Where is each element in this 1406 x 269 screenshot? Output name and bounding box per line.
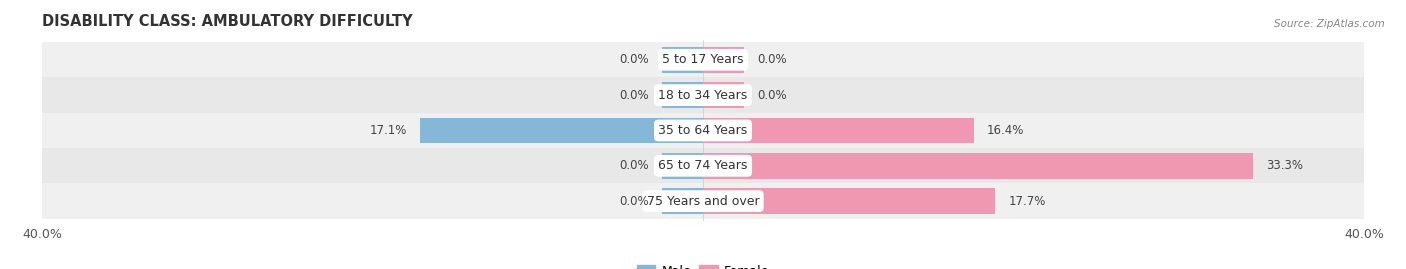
Text: 5 to 17 Years: 5 to 17 Years [662,53,744,66]
Bar [703,47,744,73]
Bar [42,183,1364,219]
Text: 0.0%: 0.0% [758,89,787,102]
Bar [42,113,1364,148]
Text: 0.0%: 0.0% [758,53,787,66]
Text: 0.0%: 0.0% [619,195,648,208]
Text: 17.1%: 17.1% [370,124,408,137]
Text: 0.0%: 0.0% [619,89,648,102]
Bar [420,118,703,143]
Legend: Male, Female: Male, Female [631,260,775,269]
Text: 18 to 34 Years: 18 to 34 Years [658,89,748,102]
Bar [703,118,974,143]
Text: Source: ZipAtlas.com: Source: ZipAtlas.com [1274,19,1385,29]
Bar [703,153,1253,179]
Text: 0.0%: 0.0% [619,53,648,66]
Bar [42,42,1364,77]
Text: 35 to 64 Years: 35 to 64 Years [658,124,748,137]
Bar [662,153,703,179]
Bar [662,47,703,73]
Bar [662,188,703,214]
Text: DISABILITY CLASS: AMBULATORY DIFFICULTY: DISABILITY CLASS: AMBULATORY DIFFICULTY [42,15,413,30]
Text: 33.3%: 33.3% [1267,159,1303,172]
Text: 75 Years and over: 75 Years and over [647,195,759,208]
Text: 0.0%: 0.0% [619,159,648,172]
Bar [42,148,1364,183]
Text: 17.7%: 17.7% [1008,195,1046,208]
Bar [42,77,1364,113]
Bar [662,82,703,108]
Bar [703,188,995,214]
Text: 65 to 74 Years: 65 to 74 Years [658,159,748,172]
Bar [703,82,744,108]
Text: 16.4%: 16.4% [987,124,1025,137]
